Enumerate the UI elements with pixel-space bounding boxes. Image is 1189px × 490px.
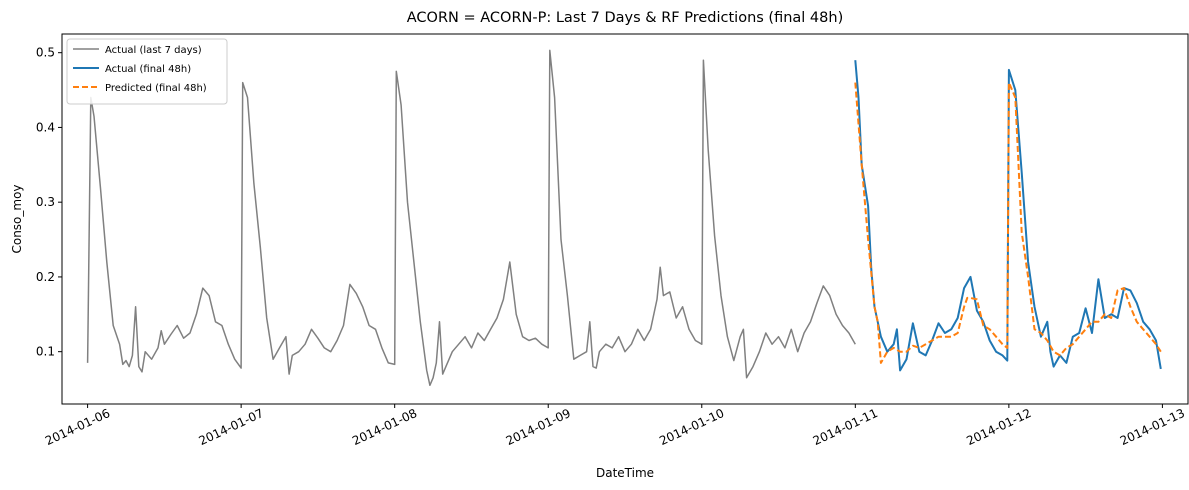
series-line-2 — [854, 60, 1162, 372]
legend-label-2: Actual (final 48h) — [105, 64, 191, 75]
plot-area — [86, 49, 1162, 387]
y-tick-label: 0.2 — [36, 270, 55, 284]
legend: Actual (last 7 days) Actual (final 48h) Pr… — [66, 38, 228, 105]
y-tick-label: 0.4 — [36, 120, 55, 134]
legend-label-1: Actual (last 7 days) — [105, 45, 202, 56]
legend-label-3: Predicted (final 48h) — [105, 83, 207, 94]
y-axis: 0.1 0.2 0.3 0.4 0.5 — [36, 46, 62, 359]
y-tick-label: 0.3 — [36, 195, 55, 209]
y-tick-label: 0.1 — [36, 345, 55, 359]
legend-box — [66, 38, 228, 105]
y-tick-label: 0.5 — [36, 46, 55, 60]
y-axis-label: Conso_moy — [10, 184, 24, 253]
plot-frame — [61, 33, 1189, 405]
x-axis-label: DateTime — [596, 466, 654, 480]
series-line-3 — [854, 81, 1162, 364]
series-line-1 — [86, 49, 856, 387]
chart-title: ACORN = ACORN-P: Last 7 Days & RF Predic… — [407, 10, 843, 26]
